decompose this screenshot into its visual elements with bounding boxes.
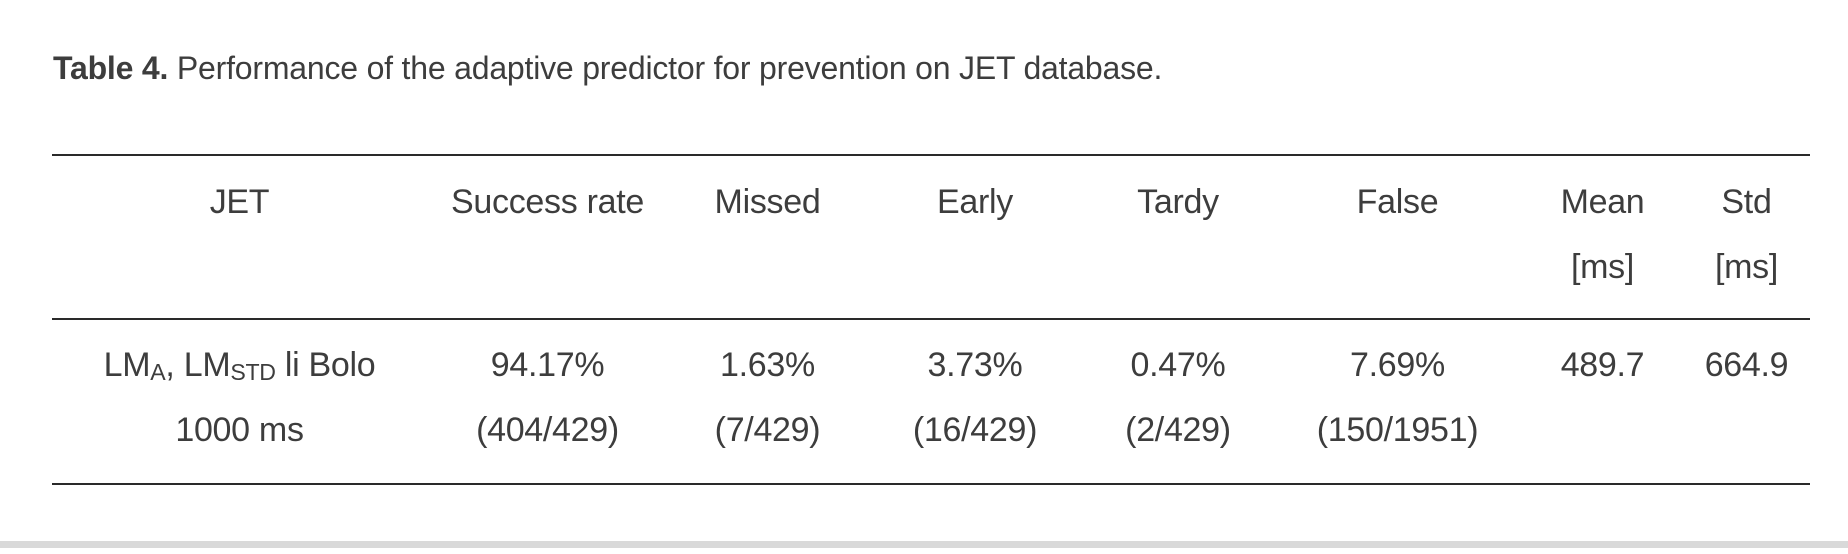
- header-std-ms: Std [ms]: [1683, 155, 1810, 319]
- header-mean-label: Mean: [1560, 183, 1645, 221]
- std-value: 664.9: [1704, 346, 1789, 384]
- caption-text: Performance of the adaptive predictor fo…: [176, 50, 1163, 86]
- early-percent: 3.73%: [927, 346, 1023, 384]
- missed-percent: 1.63%: [720, 346, 815, 384]
- header-tardy-label: Tardy: [1137, 183, 1219, 221]
- cell-std: 664.9: [1683, 319, 1810, 484]
- table-caption: Table 4. Performance of the adaptive pre…: [53, 50, 1162, 87]
- cell-success-rate: 94.17% (404/429): [427, 319, 668, 484]
- subscript-a: A: [150, 359, 166, 386]
- header-mean-unit: [ms]: [1570, 248, 1634, 286]
- header-success-rate: Success rate: [427, 155, 668, 319]
- false-percent: 7.69%: [1350, 346, 1445, 384]
- false-fraction: (150/1951): [1316, 411, 1479, 449]
- bottom-divider: [0, 541, 1848, 548]
- row-label-cell: LMA, LMSTD li Bolo 1000 ms: [52, 319, 427, 484]
- predictor-name: LMA, LMSTD li Bolo: [103, 346, 376, 386]
- success-rate-percent: 94.17%: [490, 346, 605, 384]
- data-row: LMA, LMSTD li Bolo 1000 ms 94.17% (404/4…: [52, 319, 1810, 484]
- header-missed-label: Missed: [714, 183, 821, 221]
- header-mean-ms: Mean [ms]: [1522, 155, 1683, 319]
- header-jet: JET: [52, 155, 427, 319]
- header-false-label: False: [1356, 183, 1439, 221]
- mean-value: 489.7: [1560, 346, 1645, 384]
- subscript-std: STD: [230, 359, 276, 386]
- early-fraction: (16/429): [912, 411, 1038, 449]
- tardy-fraction: (2/429): [1125, 411, 1231, 449]
- caption-label: Table 4.: [53, 50, 169, 86]
- cell-false: 7.69% (150/1951): [1273, 319, 1522, 484]
- header-tardy: Tardy: [1083, 155, 1273, 319]
- header-jet-label: JET: [209, 183, 270, 221]
- header-missed: Missed: [668, 155, 867, 319]
- header-success-rate-label: Success rate: [451, 183, 644, 221]
- cell-tardy: 0.47% (2/429): [1083, 319, 1273, 484]
- predictor-window: 1000 ms: [175, 411, 304, 449]
- header-std-unit: [ms]: [1714, 248, 1778, 286]
- header-early: Early: [867, 155, 1083, 319]
- performance-table: JET Success rate Missed Early Tardy: [52, 154, 1810, 485]
- success-rate-fraction: (404/429): [476, 411, 619, 449]
- missed-fraction: (7/429): [714, 411, 821, 449]
- header-row: JET Success rate Missed Early Tardy: [52, 155, 1810, 319]
- header-std-label: Std: [1721, 183, 1772, 221]
- cell-missed: 1.63% (7/429): [668, 319, 867, 484]
- cell-early: 3.73% (16/429): [867, 319, 1083, 484]
- header-false: False: [1273, 155, 1522, 319]
- cell-mean: 489.7: [1522, 319, 1683, 484]
- header-early-label: Early: [937, 183, 1013, 221]
- tardy-percent: 0.47%: [1130, 346, 1226, 384]
